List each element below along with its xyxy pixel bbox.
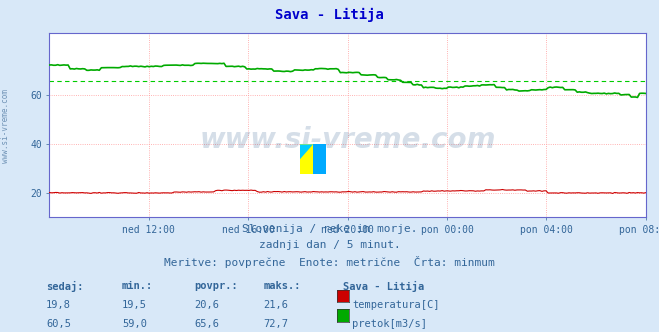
Text: www.si-vreme.com: www.si-vreme.com <box>200 126 496 154</box>
Text: 19,5: 19,5 <box>122 300 147 310</box>
Text: povpr.:: povpr.: <box>194 281 238 290</box>
Text: temperatura[C]: temperatura[C] <box>352 300 440 310</box>
Text: Sava - Litija: Sava - Litija <box>343 281 424 291</box>
Text: Meritve: povprečne  Enote: metrične  Črta: minmum: Meritve: povprečne Enote: metrične Črta:… <box>164 256 495 268</box>
Text: min.:: min.: <box>122 281 153 290</box>
Polygon shape <box>313 144 326 174</box>
Text: zadnji dan / 5 minut.: zadnji dan / 5 minut. <box>258 240 401 250</box>
Text: sedaj:: sedaj: <box>46 281 84 291</box>
Text: 72,7: 72,7 <box>264 319 289 329</box>
Text: 65,6: 65,6 <box>194 319 219 329</box>
Text: maks.:: maks.: <box>264 281 301 290</box>
Text: www.si-vreme.com: www.si-vreme.com <box>1 89 10 163</box>
Text: 20,6: 20,6 <box>194 300 219 310</box>
Text: Slovenija / reke in morje.: Slovenija / reke in morje. <box>242 224 417 234</box>
Text: 21,6: 21,6 <box>264 300 289 310</box>
Text: 59,0: 59,0 <box>122 319 147 329</box>
Text: 60,5: 60,5 <box>46 319 71 329</box>
Polygon shape <box>300 144 313 159</box>
Text: pretok[m3/s]: pretok[m3/s] <box>352 319 427 329</box>
Bar <box>313 144 326 174</box>
Text: Sava - Litija: Sava - Litija <box>275 8 384 23</box>
Text: 19,8: 19,8 <box>46 300 71 310</box>
